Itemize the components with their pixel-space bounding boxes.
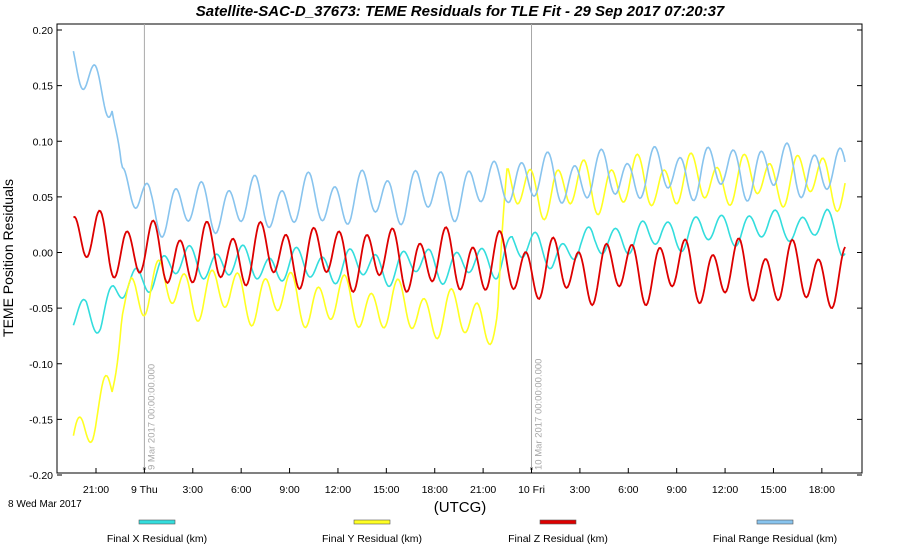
x-tick-label: 9:00 xyxy=(279,484,300,496)
date-label: 8 Wed Mar 2017 xyxy=(8,499,82,510)
plot-frame xyxy=(56,23,863,474)
x-tick-label: 6:00 xyxy=(618,484,639,496)
day-marker-label: 10 Mar 2017 00:00:00.000 xyxy=(534,359,545,470)
y-tick-label: -0.10 xyxy=(29,359,53,371)
legend-label: Final X Residual (km) xyxy=(107,533,207,545)
legend-swatch xyxy=(539,519,577,525)
legend-swatch xyxy=(138,519,176,525)
y-tick-label: -0.05 xyxy=(29,303,53,315)
legend-swatch xyxy=(756,519,794,525)
y-tick-label: 0.05 xyxy=(33,192,54,204)
y-tick-label: 0.10 xyxy=(33,136,54,148)
y-tick-label: -0.15 xyxy=(29,414,53,426)
x-tick-label: 10 Fri xyxy=(518,484,545,496)
x-tick-label: 12:00 xyxy=(325,484,351,496)
chart-title: Satellite-SAC-D_37673: TEME Residuals fo… xyxy=(196,3,725,20)
x-tick-label: 15:00 xyxy=(760,484,786,496)
day-marker-label: 9 Mar 2017 00:00:00.000 xyxy=(146,364,157,470)
series-line xyxy=(72,50,846,238)
x-tick-label: 6:00 xyxy=(231,484,252,496)
x-axis-label: (UTCG) xyxy=(434,499,487,516)
series-line xyxy=(72,152,846,444)
x-tick-label: 21:00 xyxy=(470,484,496,496)
x-tick-label: 18:00 xyxy=(422,484,448,496)
legend: Final X Residual (km) Final Y Residual (k… xyxy=(107,519,837,545)
x-tick-label: 21:00 xyxy=(83,484,109,496)
y-tick-label: -0.20 xyxy=(29,470,53,482)
series-group xyxy=(72,50,846,444)
x-tick-label: 9 Thu xyxy=(131,484,158,496)
legend-label: Final Y Residual (km) xyxy=(322,533,422,545)
x-tick-label: 9:00 xyxy=(666,484,687,496)
x-tick-label: 3:00 xyxy=(570,484,591,496)
y-axis: -0.20 -0.15 -0.10 -0.05 0.00 0.05 0.10 0.15 0.20 xyxy=(29,25,862,482)
legend-swatch xyxy=(353,519,391,525)
y-tick-label: 0.00 xyxy=(33,248,54,260)
y-tick-label: 0.20 xyxy=(33,25,54,37)
series-line xyxy=(72,208,846,334)
y-axis-label: TEME Position Residuals xyxy=(0,179,16,337)
y-tick-label: 0.15 xyxy=(33,81,54,93)
x-tick-label: 18:00 xyxy=(809,484,835,496)
legend-label: Final Range Residual (km) xyxy=(713,533,837,545)
x-axis: 21:00 9 Thu 3:00 6:00 9:00 12:00 15:00 18:00 21:… xyxy=(83,468,835,496)
legend-label: Final Z Residual (km) xyxy=(508,533,608,545)
series-line xyxy=(73,209,846,309)
x-tick-label: 3:00 xyxy=(183,484,204,496)
x-tick-label: 12:00 xyxy=(712,484,738,496)
x-tick-label: 15:00 xyxy=(373,484,399,496)
